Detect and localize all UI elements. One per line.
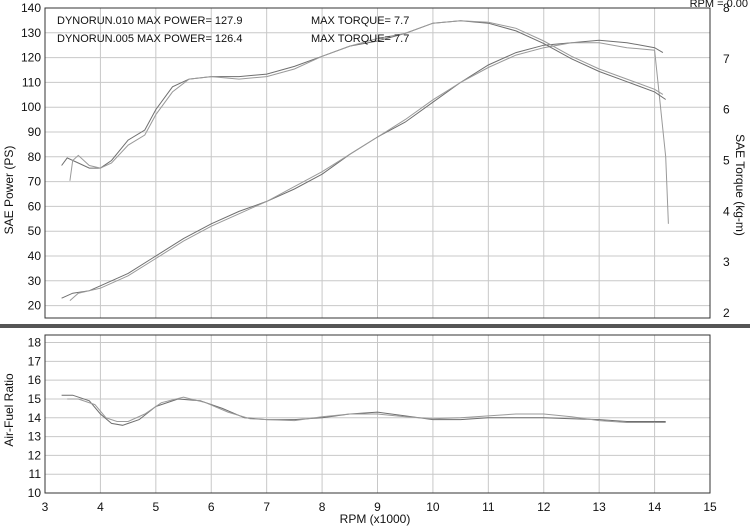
legend-max-torque-1: MAX TORQUE= 7.7: [311, 15, 409, 27]
afr-tick-label: 17: [28, 354, 42, 368]
tick-layer: 3 4 5 6 7 8 9 10 11 12 13 14 15 20 30 40 50 60 70 80 90 100 11…: [21, 1, 730, 514]
x-tick-label: 3: [42, 500, 49, 514]
torque-tick-label: 3: [723, 255, 730, 269]
torque-tick-label: 4: [723, 204, 730, 218]
torque-curve-dynorun-005: [69, 20, 664, 181]
power-curve-dynorun-005: [69, 42, 669, 301]
x-tick-label: 4: [97, 500, 104, 514]
x-tick-label: 6: [208, 500, 215, 514]
x-tick-label: 8: [319, 500, 326, 514]
afr-tick-label: 13: [28, 430, 42, 444]
x-tick-label: 15: [703, 500, 717, 514]
legend-max-power-1: MAX POWER= 127.9: [137, 15, 242, 27]
frame-layer: [0, 7, 750, 494]
trace-layer: [61, 20, 669, 426]
power-curve-dynorun-010: [61, 39, 664, 299]
afr-tick-label: 18: [28, 336, 42, 350]
afr-curve-dynorun-010: [61, 394, 666, 426]
power-tick-label: 40: [28, 249, 42, 263]
power-tick-label: 100: [21, 100, 41, 114]
afr-panel-frame: [44, 334, 711, 494]
afr-axis-title: Air-Fuel Ratio: [2, 373, 16, 447]
torque-tick-label: 5: [723, 153, 730, 167]
x-tick-label: 12: [537, 500, 551, 514]
x-axis-title: RPM (x1000): [340, 512, 411, 526]
torque-tick-label: 2: [723, 306, 730, 320]
afr-tick-label: 15: [28, 392, 42, 406]
afr-tick-label: 11: [29, 467, 42, 481]
legend: DYNORUN.010 MAX POWER= 127.9 MAX TORQUE=…: [57, 15, 409, 45]
power-tick-label: 20: [28, 299, 42, 313]
torque-curve-dynorun-010: [61, 20, 666, 169]
power-tick-label: 30: [28, 274, 42, 288]
rpm-readout: RPM = 0.00: [690, 0, 748, 10]
torque-axis-title: SAE Torque (kg-m): [733, 134, 747, 236]
x-tick-label: 10: [426, 500, 440, 514]
torque-tick-label: 7: [723, 52, 730, 66]
legend-run-1: DYNORUN.010: [57, 15, 134, 27]
x-tick-label: 9: [374, 500, 381, 514]
power-tick-label: 80: [28, 150, 42, 164]
power-panel-frame: [44, 7, 711, 319]
power-tick-label: 60: [28, 199, 42, 213]
torque-tick-label: 8: [723, 1, 730, 15]
afr-curve-dynorun-005: [67, 396, 666, 423]
x-tick-label: 13: [592, 500, 606, 514]
x-tick-label: 11: [482, 500, 495, 514]
power-tick-label: 110: [22, 75, 41, 89]
afr-tick-label: 16: [28, 373, 42, 387]
afr-tick-label: 10: [28, 486, 42, 500]
power-tick-label: 70: [28, 175, 42, 189]
x-tick-label: 14: [648, 500, 662, 514]
torque-tick-label: 6: [723, 103, 730, 117]
power-tick-label: 140: [21, 1, 41, 15]
afr-tick-label: 14: [28, 411, 42, 425]
legend-max-power-2: MAX POWER= 126.4: [137, 33, 242, 45]
afr-tick-label: 12: [28, 448, 42, 462]
x-tick-label: 5: [152, 500, 159, 514]
x-tick-label: 7: [263, 500, 270, 514]
power-tick-label: 130: [21, 26, 41, 40]
power-tick-label: 50: [28, 224, 42, 238]
legend-max-torque-2: MAX TORQUE= 7.7: [311, 33, 409, 45]
power-tick-label: 90: [28, 125, 42, 139]
legend-run-2: DYNORUN.005: [57, 33, 134, 45]
power-axis-title: SAE Power (PS): [2, 146, 16, 235]
power-tick-label: 120: [21, 51, 41, 65]
